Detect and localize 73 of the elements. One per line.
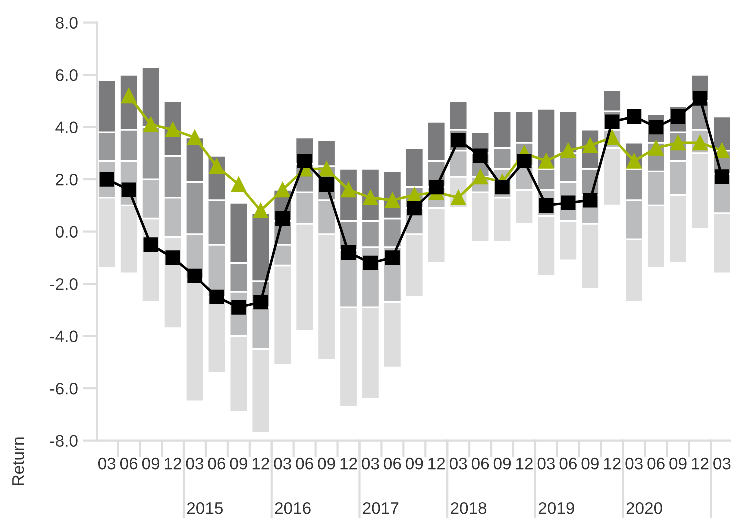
point: [714, 170, 730, 184]
x-tick-label: 12: [428, 458, 446, 470]
x-tick-label: 06: [120, 458, 138, 470]
x-tick-label: 06: [296, 458, 314, 470]
x-tick-label: 06: [384, 458, 402, 470]
point: [231, 177, 247, 192]
x-tick-label: 03: [626, 458, 643, 470]
x-tick-label: 06: [472, 458, 490, 470]
x-tick-label: 09: [406, 458, 424, 470]
point: [143, 117, 159, 132]
point: [363, 256, 378, 270]
point: [560, 143, 576, 158]
x-tick-label: 06: [560, 458, 577, 470]
y-tick-label: 0.0: [56, 226, 78, 238]
point: [627, 110, 642, 124]
y-tick-label: 8.0: [56, 17, 78, 29]
point: [253, 203, 269, 219]
point: [648, 140, 664, 156]
text: 2015: [187, 502, 224, 514]
y-tick-label: -4.0: [50, 330, 78, 343]
x-tick-label: 03: [538, 458, 556, 470]
point: [210, 290, 224, 304]
x-tick-label: 12: [340, 458, 358, 470]
x-tick-label: 09: [142, 458, 160, 470]
point: [209, 158, 225, 174]
point: [319, 161, 334, 177]
x-tick-label: 03: [186, 458, 204, 470]
point: [341, 245, 356, 260]
point: [714, 143, 730, 158]
y-tick-label: -6.0: [50, 382, 78, 395]
x-tick-label: 09: [670, 458, 687, 470]
text: 2020: [626, 502, 662, 514]
x-tick-label: 12: [692, 458, 709, 470]
x-tick-label: 03: [362, 458, 380, 470]
x-tick-label: 03: [274, 458, 292, 470]
text: 2019: [538, 502, 574, 514]
point: [166, 250, 180, 266]
y-tick-label: 4.0: [56, 122, 78, 134]
text: 2018: [451, 502, 487, 514]
y-tick-label: -8.0: [50, 435, 78, 448]
point: [144, 238, 158, 252]
point: [276, 211, 290, 226]
x-tick-label: 09: [230, 458, 248, 470]
y-tick-label: 2.0: [56, 174, 78, 186]
point: [188, 268, 202, 284]
text: 2016: [275, 502, 311, 514]
point: [187, 130, 203, 146]
point: [538, 154, 554, 169]
x-tick-label: 03: [450, 458, 468, 470]
point: [692, 91, 708, 106]
point: [298, 154, 312, 169]
x-tick-label: 12: [252, 458, 270, 470]
x-tick-label: 06: [648, 458, 665, 470]
x-tick-label: 09: [494, 458, 512, 470]
x-tick-label: 12: [604, 458, 621, 470]
x-tick-label: 03: [714, 458, 731, 470]
x-tick-label: 09: [582, 458, 599, 470]
point: [473, 148, 488, 164]
point: [472, 169, 488, 185]
x-tick-label: 03: [98, 458, 116, 470]
y-tick-label: -2.0: [50, 278, 78, 290]
y-axis-title: Return: [12, 438, 24, 486]
text: 2017: [363, 502, 399, 514]
x-tick-label: 09: [318, 458, 336, 470]
x-tick-label: 12: [516, 458, 533, 470]
y-tick-label: 6.0: [56, 69, 78, 82]
x-tick-label: 06: [208, 458, 226, 470]
point: [385, 250, 400, 266]
point: [407, 201, 422, 216]
x-tick-label: 12: [165, 458, 182, 470]
point: [429, 180, 444, 195]
point: [583, 193, 598, 208]
point: [275, 182, 290, 198]
